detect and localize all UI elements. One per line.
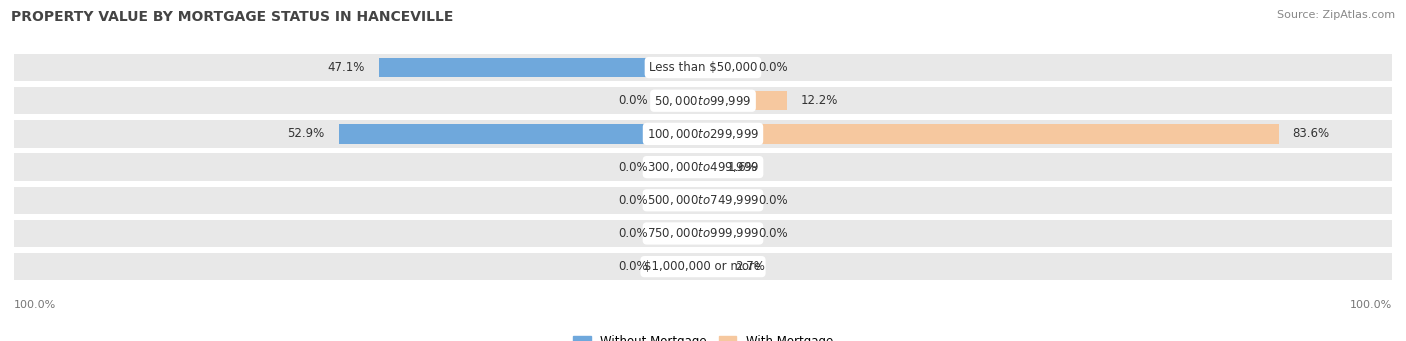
Bar bbox=[703, 224, 744, 243]
Text: $300,000 to $499,999: $300,000 to $499,999 bbox=[647, 160, 759, 174]
Bar bbox=[703, 257, 721, 276]
Bar bbox=[703, 91, 787, 110]
Text: 100.0%: 100.0% bbox=[1350, 300, 1392, 310]
Text: 0.0%: 0.0% bbox=[619, 227, 648, 240]
Bar bbox=[14, 54, 1392, 81]
Bar bbox=[14, 87, 1392, 114]
Bar bbox=[662, 124, 703, 144]
Text: $750,000 to $999,999: $750,000 to $999,999 bbox=[647, 226, 759, 240]
Text: 0.0%: 0.0% bbox=[619, 260, 648, 273]
Bar bbox=[14, 253, 1392, 280]
Bar bbox=[14, 187, 1392, 214]
Text: 0.0%: 0.0% bbox=[619, 94, 648, 107]
Bar bbox=[703, 124, 744, 144]
Text: Source: ZipAtlas.com: Source: ZipAtlas.com bbox=[1277, 10, 1395, 20]
Text: Less than $50,000: Less than $50,000 bbox=[648, 61, 758, 74]
Bar bbox=[378, 58, 703, 77]
Bar bbox=[14, 153, 1392, 181]
Text: 52.9%: 52.9% bbox=[287, 128, 325, 140]
Text: 83.6%: 83.6% bbox=[1292, 128, 1330, 140]
Text: $500,000 to $749,999: $500,000 to $749,999 bbox=[647, 193, 759, 207]
Text: PROPERTY VALUE BY MORTGAGE STATUS IN HANCEVILLE: PROPERTY VALUE BY MORTGAGE STATUS IN HAN… bbox=[11, 10, 454, 24]
Text: $100,000 to $299,999: $100,000 to $299,999 bbox=[647, 127, 759, 141]
Bar bbox=[662, 191, 703, 210]
Bar bbox=[662, 58, 703, 77]
Text: 47.1%: 47.1% bbox=[328, 61, 364, 74]
Text: $50,000 to $99,999: $50,000 to $99,999 bbox=[654, 94, 752, 108]
Text: 12.2%: 12.2% bbox=[801, 94, 838, 107]
Text: 1.6%: 1.6% bbox=[728, 161, 758, 174]
Text: 0.0%: 0.0% bbox=[758, 227, 787, 240]
Bar bbox=[703, 257, 744, 276]
Bar bbox=[703, 58, 744, 77]
Text: 0.0%: 0.0% bbox=[619, 194, 648, 207]
Text: 0.0%: 0.0% bbox=[619, 161, 648, 174]
Text: 0.0%: 0.0% bbox=[758, 194, 787, 207]
Bar bbox=[703, 91, 744, 110]
Bar bbox=[703, 191, 744, 210]
Text: 100.0%: 100.0% bbox=[14, 300, 56, 310]
Bar bbox=[662, 91, 703, 110]
Text: 0.0%: 0.0% bbox=[758, 61, 787, 74]
Bar bbox=[14, 220, 1392, 247]
Bar bbox=[662, 158, 703, 177]
Legend: Without Mortgage, With Mortgage: Without Mortgage, With Mortgage bbox=[568, 330, 838, 341]
Text: 2.7%: 2.7% bbox=[735, 260, 765, 273]
Bar bbox=[703, 158, 744, 177]
Bar bbox=[339, 124, 703, 144]
Bar bbox=[703, 158, 714, 177]
Bar bbox=[703, 124, 1279, 144]
Bar bbox=[662, 257, 703, 276]
Bar bbox=[14, 120, 1392, 148]
Text: $1,000,000 or more: $1,000,000 or more bbox=[644, 260, 762, 273]
Bar bbox=[662, 224, 703, 243]
